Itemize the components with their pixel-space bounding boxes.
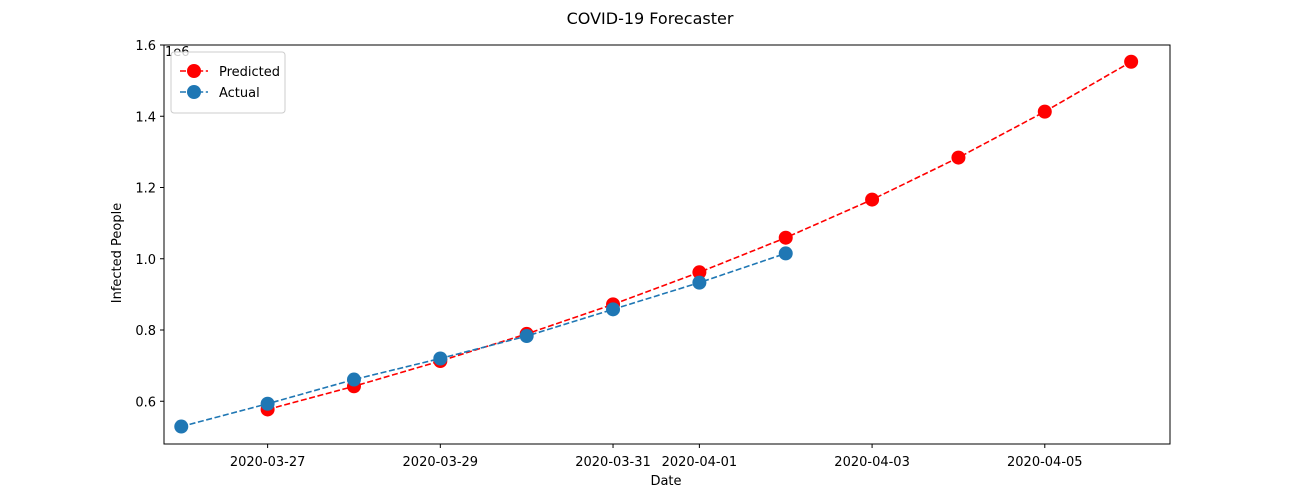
data-point-actual — [606, 302, 621, 317]
y-axis-label: Infected People — [110, 203, 125, 303]
plot-area: 0.6 0.8 1.0 1.2 1.4 1.6 2020-03-27 2020-03-29 20… — [135, 39, 1171, 470]
data-point-actual — [260, 396, 275, 411]
series-line-actual — [181, 252, 786, 428]
data-point-actual — [433, 351, 448, 366]
legend-marker-predicted — [187, 64, 201, 78]
data-point-predicted — [778, 230, 793, 245]
x-tick-label: 2020-04-05 — [1007, 455, 1083, 470]
x-axis-label: Date — [650, 474, 681, 489]
legend-label-actual: Actual — [219, 86, 260, 101]
y-tick-label: 1.6 — [135, 39, 156, 54]
data-point-actual — [692, 275, 707, 290]
plot-frame — [163, 44, 1171, 445]
x-tick-label: 2020-03-29 — [403, 455, 479, 470]
y-tick-label: 1.0 — [135, 253, 156, 268]
legend-marker-actual — [187, 85, 201, 99]
data-point-predicted — [1037, 104, 1052, 119]
data-point-actual — [346, 372, 361, 387]
x-tick-label: 2020-04-01 — [662, 455, 738, 470]
y-tick-label: 1.2 — [135, 182, 156, 197]
legend-label-predicted: Predicted — [219, 65, 280, 80]
y-tick-label: 1.4 — [135, 110, 156, 125]
x-tick-label: 2020-03-31 — [575, 455, 651, 470]
data-point-predicted — [692, 265, 707, 280]
y-tick-label: 0.6 — [135, 395, 156, 410]
y-tick-label: 0.8 — [135, 324, 156, 339]
chart-title: COVID-19 Forecaster — [567, 9, 734, 28]
legend-box — [170, 51, 286, 114]
series-line-predicted — [267, 61, 1132, 411]
data-point-actual — [174, 419, 189, 434]
x-tick-label: 2020-03-27 — [230, 455, 306, 470]
data-point-actual — [519, 329, 534, 344]
data-point-actual — [778, 246, 793, 261]
data-point-predicted — [1124, 54, 1139, 69]
data-point-predicted — [865, 192, 880, 207]
x-tick-label: 2020-04-03 — [834, 455, 910, 470]
data-point-predicted — [951, 150, 966, 165]
